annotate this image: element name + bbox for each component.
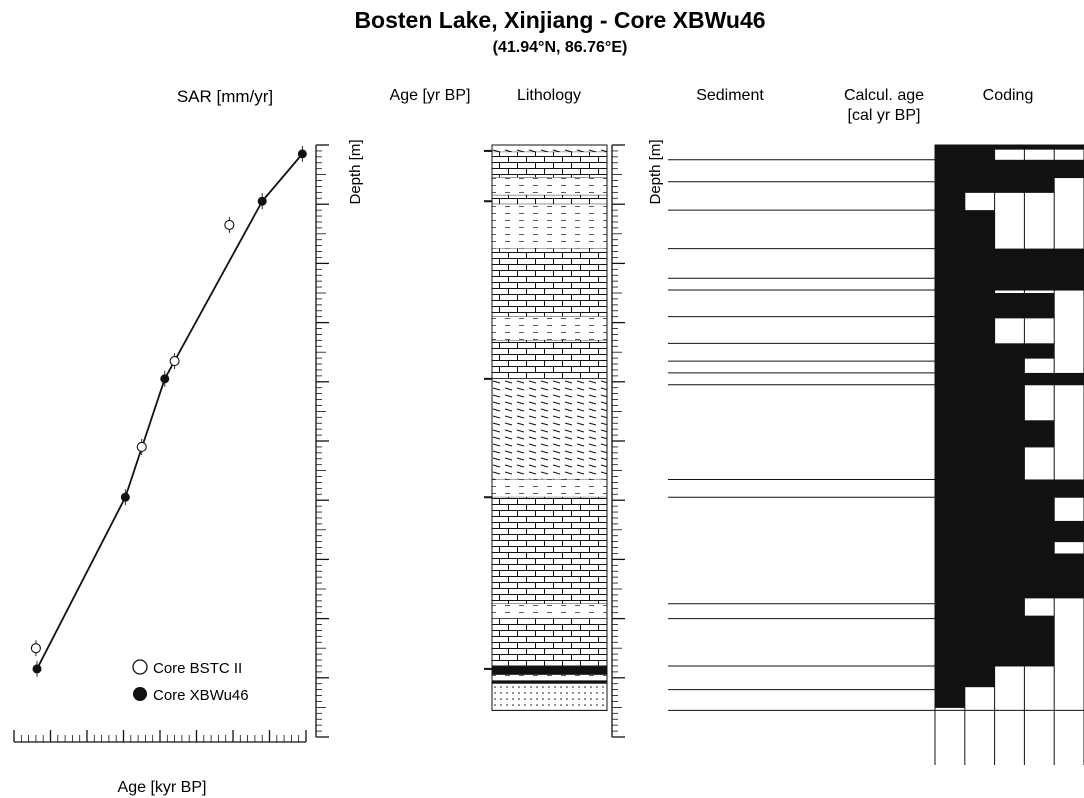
lithology-unit-carbonate	[492, 248, 607, 317]
lithology-unit-carbonate	[492, 618, 607, 666]
sar-depth-axis-label: Depth [m]	[347, 139, 364, 204]
coding-bar	[935, 479, 1084, 498]
lithology-unit-silty	[492, 603, 607, 619]
lithology-unit-silty	[492, 204, 607, 249]
bstc-point	[30, 643, 41, 654]
lithology-unit-mud	[492, 378, 607, 480]
legend-label-bstc: Core BSTC II	[153, 660, 242, 677]
lithology-panel-title: Lithology	[517, 87, 581, 104]
coding-bar	[935, 520, 1084, 543]
bstc-point	[136, 441, 147, 452]
coding-bar	[935, 446, 1025, 480]
legend-label-xbwu46: Core XBWu46	[153, 687, 249, 704]
figure-subtitle: (41.94°N, 86.76°E)	[493, 39, 628, 56]
legend-marker-bstc	[132, 659, 148, 675]
figure-title: Bosten Lake, Xinjiang - Core XBWu46	[354, 7, 765, 33]
coding-panel-title: Coding	[983, 87, 1034, 104]
coding-bar	[935, 358, 1025, 374]
xbwu46-point	[297, 149, 307, 159]
age-axis-title: Age [kyr BP]	[118, 779, 207, 796]
xbwu46-point	[257, 196, 267, 206]
coding-bar	[935, 686, 965, 708]
bstc-point	[224, 219, 235, 230]
sar-series-line	[36, 153, 304, 670]
coding-grid	[934, 144, 1084, 765]
xbwu46-point	[160, 374, 170, 384]
lithology-unit-carbonate	[492, 340, 607, 379]
lithology-unit-carbonate	[492, 497, 607, 604]
xbwu46-point	[120, 492, 130, 502]
calc-age-title-1: Calcul. age	[844, 87, 924, 104]
sar-plot	[13, 144, 329, 743]
legend-marker-xbwu46	[133, 687, 147, 701]
sar-panel-title: SAR [mm/yr]	[177, 87, 273, 106]
lithology-unit-peat	[492, 680, 607, 684]
coding-bar	[935, 159, 1084, 179]
lithology-unit-carbonate	[492, 195, 607, 205]
lithology-unit-mud	[492, 145, 607, 153]
lithology-unit-sand	[492, 683, 607, 711]
coding-bar	[935, 145, 1084, 150]
calc-age-title-2: [cal yr BP]	[848, 107, 921, 124]
legend: Core BSTC II Core XBWu46	[132, 659, 249, 704]
lithology-unit-silty	[492, 316, 607, 341]
lithology-unit-peat	[492, 665, 607, 675]
sediment-panel-title: Sediment	[696, 87, 764, 104]
bstc-point	[169, 356, 180, 367]
coding-bar	[935, 192, 965, 211]
lith-depth-axis-label: Depth [m]	[647, 139, 664, 204]
age-panel-title: Age [yr BP]	[390, 87, 471, 104]
lithology-frame	[491, 144, 608, 711]
coding-bar	[935, 597, 1025, 617]
lithology-unit-silty	[492, 674, 607, 681]
lithology-unit-silty	[492, 177, 607, 196]
lithology-column	[491, 144, 625, 738]
xbwu46-point	[32, 664, 42, 674]
coding-bar	[935, 553, 1084, 599]
radiocarbon-age-labels	[484, 149, 492, 670]
coding-bar	[935, 384, 1025, 421]
coding-bar	[935, 372, 1084, 386]
coding-bar	[935, 248, 1084, 291]
sediment-descriptions	[668, 159, 935, 711]
lithology-unit-carbonate	[492, 152, 607, 178]
lithology-unit-silty	[492, 479, 607, 498]
